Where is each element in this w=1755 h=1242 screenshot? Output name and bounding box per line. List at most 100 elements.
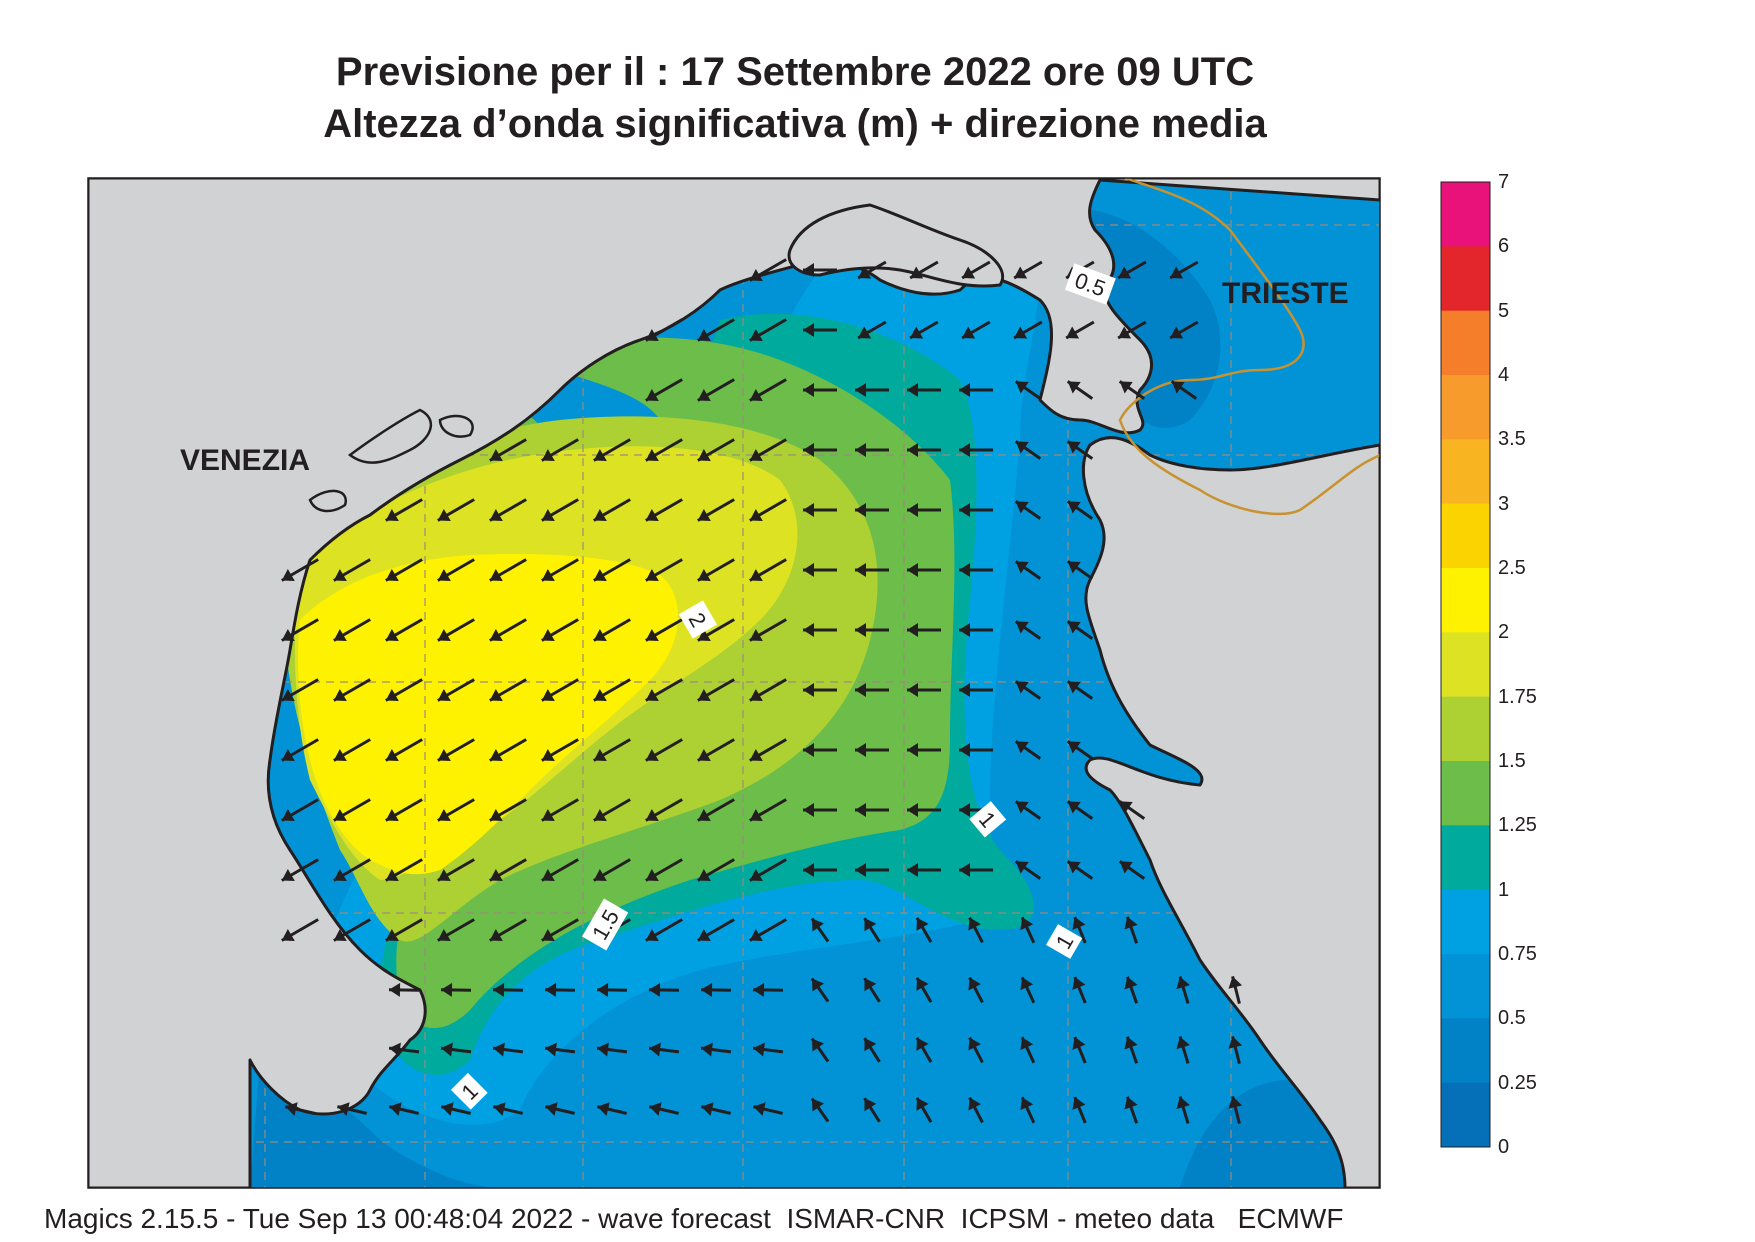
direction-arrow-head — [1067, 861, 1081, 874]
direction-arrow-head — [545, 1102, 558, 1116]
direction-arrow-head — [333, 568, 347, 582]
direction-arrow-head — [489, 448, 503, 462]
direction-arrow-head — [437, 628, 451, 642]
footer-credits: Magics 2.15.5 - Tue Sep 13 00:48:04 2022… — [44, 1203, 1344, 1234]
direction-arrow-head — [959, 743, 970, 757]
direction-arrow-head — [1015, 501, 1029, 514]
direction-arrow-head — [962, 266, 976, 279]
color-bar-swatch — [1441, 503, 1490, 569]
direction-arrow-head — [1015, 441, 1029, 454]
direction-arrow-head — [749, 808, 763, 822]
color-bar-label: 1.25 — [1498, 814, 1537, 837]
direction-arrow-head — [281, 808, 295, 822]
direction-arrow-head — [285, 1102, 298, 1116]
direction-arrow-head — [803, 863, 814, 877]
direction-arrow-head — [337, 1102, 350, 1116]
color-bar-swatch — [1441, 696, 1490, 762]
direction-arrow-head — [493, 982, 505, 997]
direction-arrow-head — [1015, 681, 1029, 694]
color-bar-frame — [1440, 181, 1491, 1148]
direction-arrow-head — [593, 628, 607, 642]
direction-arrow-head — [701, 1102, 714, 1116]
direction-arrow-head — [749, 268, 763, 282]
direction-arrow-head — [701, 982, 713, 997]
direction-arrow-head — [803, 383, 814, 397]
direction-arrow-head — [385, 928, 399, 942]
venice-lagoon-islands — [308, 408, 474, 513]
direction-arrow-head — [437, 748, 451, 762]
direction-arrow-head — [1067, 501, 1081, 514]
direction-arrow-head — [697, 628, 711, 642]
direction-arrow-head — [753, 982, 765, 997]
direction-arrow-head — [1020, 977, 1034, 991]
direction-arrow-head — [1020, 917, 1034, 931]
direction-arrow-head — [649, 1102, 662, 1116]
city-label-trieste: TRIESTE — [1222, 277, 1349, 310]
direction-arrow-head — [803, 563, 814, 577]
direction-arrow-head — [1118, 326, 1132, 339]
direction-arrow-head — [385, 508, 399, 522]
direction-arrow-head — [1228, 976, 1243, 989]
direction-arrow-head — [855, 803, 866, 817]
direction-arrow-head — [749, 868, 763, 882]
direction-arrow-head — [697, 568, 711, 582]
direction-arrow-head — [489, 568, 503, 582]
direction-arrow-head — [333, 688, 347, 702]
direction-arrow-head — [1067, 441, 1081, 454]
direction-arrow-head — [907, 503, 918, 517]
direction-arrow-head — [593, 448, 607, 462]
direction-arrow-head — [1067, 561, 1081, 574]
direction-arrow-head — [753, 1042, 765, 1057]
color-bar-swatch — [1441, 568, 1490, 633]
direction-arrow-head — [855, 863, 866, 877]
direction-arrow-head — [907, 743, 918, 757]
direction-arrow-head — [697, 688, 711, 702]
direction-arrow-head — [749, 568, 763, 582]
direction-arrow-head — [1119, 381, 1133, 394]
direction-arrow-head — [1124, 916, 1138, 930]
direction-arrow-head — [441, 1042, 453, 1057]
color-bar-swatch — [1441, 1018, 1490, 1084]
direction-arrow-head — [962, 326, 976, 339]
color-bar-label: 0.25 — [1498, 1071, 1537, 1094]
direction-arrow-head — [916, 1097, 929, 1111]
direction-arrow-head — [489, 748, 503, 762]
direction-arrow-head — [645, 688, 659, 702]
direction-arrow-head — [803, 323, 814, 337]
direction-arrow-head — [749, 628, 763, 642]
direction-arrow-head — [855, 623, 866, 637]
color-bar — [1440, 181, 1491, 1148]
direction-arrow-head — [1118, 266, 1132, 279]
direction-arrow-head — [389, 1102, 402, 1116]
direction-arrow-head — [968, 977, 981, 991]
color-bar-label: 5 — [1498, 299, 1510, 322]
direction-arrow-head — [855, 503, 866, 517]
direction-arrow-head — [749, 928, 763, 942]
direction-arrow-head — [281, 748, 295, 762]
direction-arrow-head — [1124, 1096, 1138, 1110]
color-bar-swatch — [1441, 375, 1490, 440]
direction-arrow-head — [1014, 266, 1028, 279]
direction-arrow-head — [864, 978, 877, 992]
direction-arrow-head — [597, 1102, 610, 1116]
direction-arrow-head — [281, 868, 295, 882]
direction-arrow-head — [811, 918, 825, 932]
direction-arrow-head — [916, 917, 929, 931]
direction-arrow-head — [968, 917, 981, 931]
color-bar-label: 2 — [1498, 621, 1510, 644]
color-bar-label: 7 — [1498, 171, 1510, 193]
direction-arrow-head — [281, 688, 295, 702]
direction-arrow-head — [749, 748, 763, 762]
direction-arrow-head — [1067, 621, 1081, 634]
direction-arrow-head — [1066, 326, 1080, 339]
direction-arrow-head — [437, 568, 451, 582]
color-bar-label: 3 — [1498, 492, 1510, 515]
direction-arrow-head — [385, 568, 399, 582]
direction-arrow-head — [1067, 681, 1081, 694]
direction-arrow-head — [593, 808, 607, 822]
direction-arrow-head — [493, 1102, 506, 1116]
direction-arrow-head — [489, 508, 503, 522]
color-bar-swatch — [1441, 825, 1490, 891]
direction-arrow-head — [749, 328, 763, 342]
direction-arrow-head — [959, 383, 970, 397]
